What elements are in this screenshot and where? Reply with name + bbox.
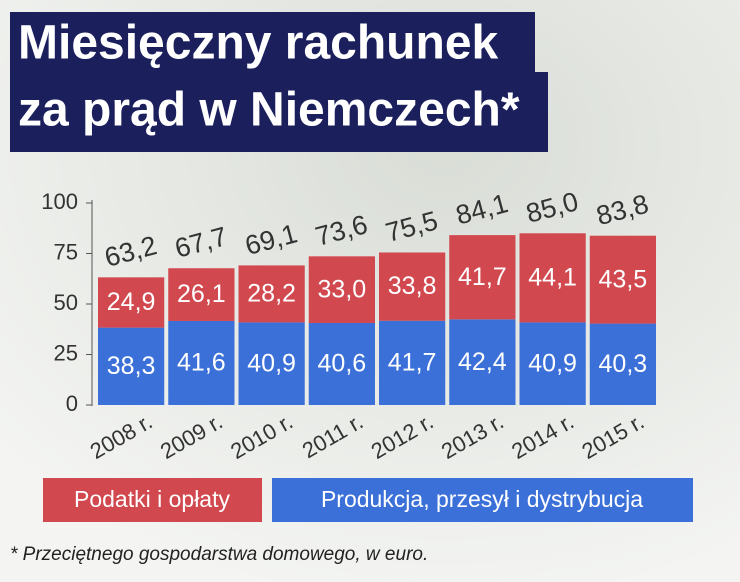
title-box — [10, 72, 548, 152]
value-label: 33,0 — [318, 275, 367, 303]
bar-segment — [589, 323, 656, 405]
value-label: 43,5 — [599, 265, 648, 293]
y-tick-label: 75 — [54, 239, 78, 264]
value-label: 26,1 — [177, 280, 226, 308]
value-label: 41,6 — [177, 349, 226, 377]
value-label: 42,4 — [458, 348, 507, 376]
value-label: 40,9 — [528, 349, 577, 377]
bar-segment — [238, 322, 305, 405]
bar-segment — [519, 233, 586, 323]
value-label: 40,9 — [247, 349, 296, 377]
bar-segment — [379, 252, 446, 321]
legend-label: Produkcja, przesył i dystrybucja — [321, 486, 643, 512]
bar-segment — [98, 327, 165, 405]
value-label: 40,6 — [318, 350, 367, 378]
bar-segment — [379, 320, 446, 405]
footnote: * Przeciętnego gospodarstwa domowego, w … — [10, 544, 428, 565]
legend-swatch — [272, 478, 693, 522]
bar-segment — [519, 322, 586, 405]
value-label: 44,1 — [528, 263, 577, 291]
value-label: 38,3 — [107, 352, 156, 380]
y-tick-label: 25 — [54, 340, 78, 365]
bar-segment — [98, 277, 165, 328]
bar-segment — [449, 319, 516, 405]
bar-segment — [308, 256, 375, 323]
y-tick-label: 50 — [54, 290, 78, 315]
title-box — [10, 12, 535, 74]
value-label: 41,7 — [458, 263, 507, 291]
value-label: 40,3 — [599, 350, 648, 378]
legend-label: Podatki i opłaty — [74, 486, 230, 512]
bar-segment — [449, 235, 516, 320]
bar-segment — [238, 265, 305, 323]
value-label: 33,8 — [388, 272, 437, 300]
bar-segment — [589, 235, 656, 324]
value-label: 41,7 — [388, 348, 437, 376]
bar-segment — [168, 268, 235, 321]
chart-title: za prąd w Niemczech* — [18, 84, 520, 137]
value-label: 28,2 — [247, 280, 296, 308]
value-label: 24,9 — [107, 288, 156, 316]
bar-segment — [168, 320, 235, 405]
chart-title: Miesięczny rachunek — [18, 17, 499, 70]
y-tick-label: 0 — [66, 391, 78, 416]
y-tick-label: 100 — [41, 189, 78, 214]
bar-segment — [308, 322, 375, 405]
legend-swatch — [43, 478, 262, 522]
